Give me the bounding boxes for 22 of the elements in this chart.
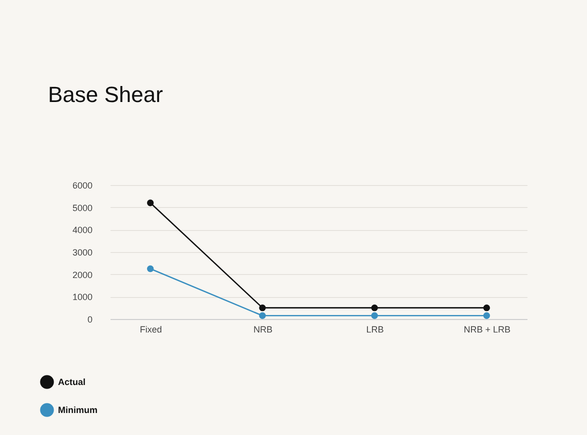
point (147, 200, 154, 206)
point (371, 304, 378, 312)
point (147, 265, 154, 272)
x-tick-label: NRB + LRB (464, 324, 511, 334)
y-tick-label: 3000 (72, 248, 92, 258)
point (483, 312, 490, 319)
x-tick-label: Fixed (140, 324, 162, 334)
y-tick-label: 0 (87, 314, 92, 324)
y-tick-label: 1000 (72, 292, 92, 302)
point (259, 304, 266, 312)
legend-label: Minimum (58, 405, 98, 415)
point (259, 312, 266, 319)
point (483, 304, 490, 312)
y-tick-label: 5000 (72, 202, 92, 213)
x-tick-label: NRB (253, 324, 272, 334)
y-tick-label: 6000 (72, 180, 92, 190)
x-tick-label: LRB (366, 324, 384, 334)
y-tick-label: 4000 (72, 225, 92, 236)
y-tick-label: 2000 (72, 270, 92, 280)
legend-label: Actual (58, 377, 86, 387)
point (371, 312, 378, 319)
chart-title: Base Shear (48, 82, 163, 107)
